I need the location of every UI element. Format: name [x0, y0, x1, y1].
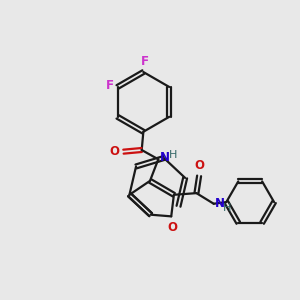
Text: F: F	[141, 55, 149, 68]
Text: O: O	[168, 221, 178, 234]
Text: N: N	[215, 196, 225, 210]
Text: F: F	[106, 79, 113, 92]
Text: H: H	[223, 203, 231, 213]
Text: O: O	[195, 159, 205, 172]
Text: H: H	[169, 150, 177, 160]
Text: N: N	[160, 152, 170, 164]
Text: O: O	[110, 145, 119, 158]
